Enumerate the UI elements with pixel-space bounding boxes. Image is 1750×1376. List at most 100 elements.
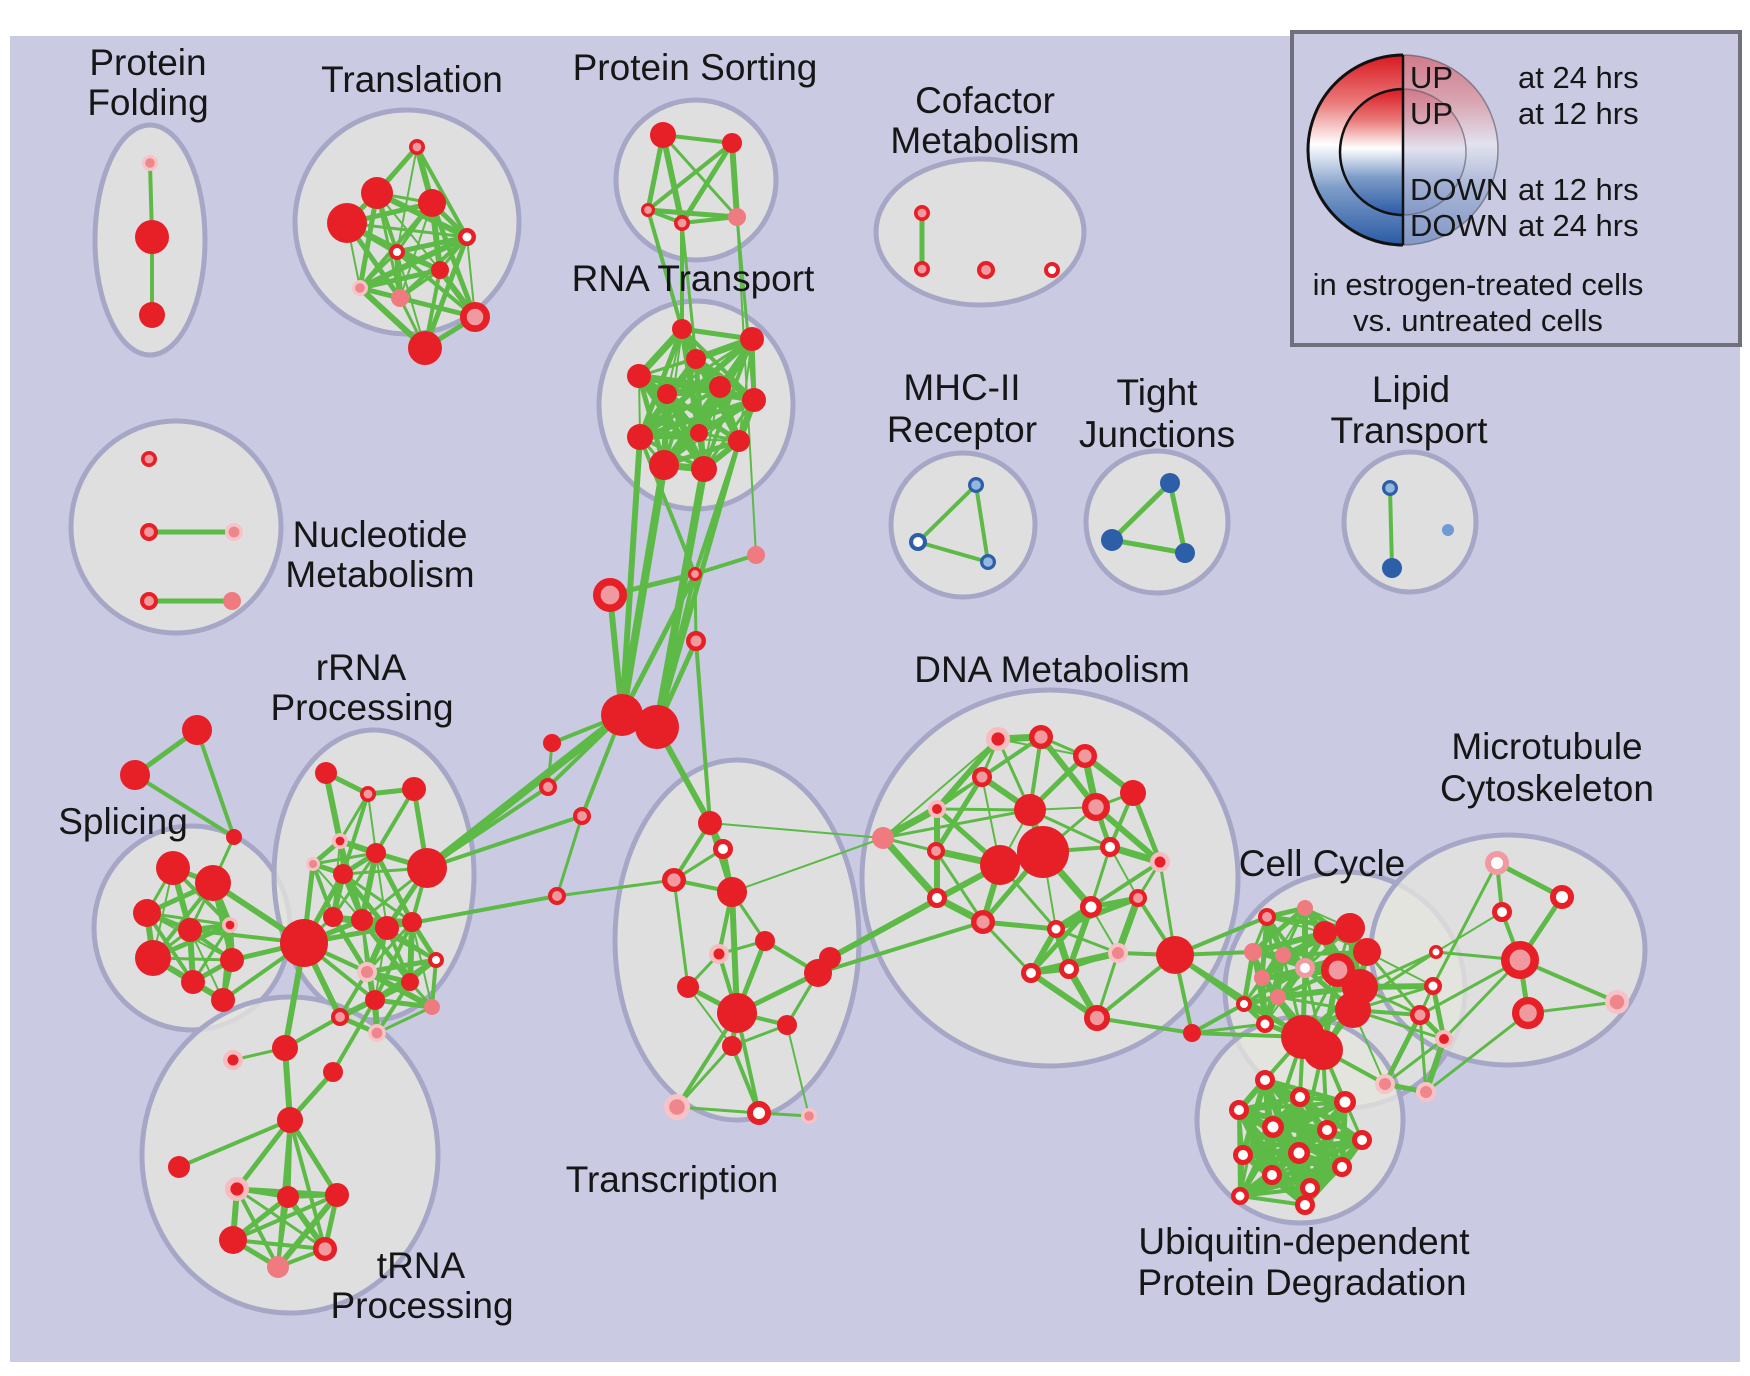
edge	[980, 919, 1059, 932]
gene-node-RW	[428, 952, 444, 968]
gene-node-PP	[800, 1107, 817, 1124]
edge	[693, 553, 758, 576]
gene-node-PR	[222, 916, 239, 933]
edge	[693, 572, 698, 643]
edge	[1095, 1016, 1194, 1035]
edge	[423, 711, 626, 872]
gene-node-BW	[909, 533, 928, 552]
cluster-mhc-ii-receptor	[888, 450, 1038, 600]
gene-node-RP	[1028, 725, 1053, 750]
gene-node-R	[375, 916, 399, 940]
gene-node-P	[1275, 947, 1291, 963]
gene-node-RP	[662, 868, 687, 893]
gene-node-R	[272, 1035, 298, 1061]
gene-node-R	[120, 760, 150, 790]
edge	[618, 461, 668, 719]
gene-node-R	[672, 319, 692, 339]
gene-node-RP	[1072, 744, 1097, 769]
edge	[330, 914, 370, 975]
edge	[302, 894, 559, 945]
edge	[660, 132, 685, 226]
gene-node-RP	[688, 567, 703, 582]
edge	[373, 920, 414, 1002]
edge	[709, 822, 884, 839]
gene-node-R	[402, 912, 422, 932]
gene-node-R	[277, 1107, 303, 1133]
gene-node-P	[728, 208, 746, 226]
gene-node-RP	[686, 631, 706, 651]
edge	[675, 1105, 761, 1115]
gene-node-P	[1244, 943, 1262, 961]
gene-node-RW	[1047, 920, 1065, 938]
gene-node-R	[220, 948, 244, 972]
gene-node-R	[401, 973, 419, 991]
gene-node-R	[325, 1183, 349, 1207]
gene-node-RW	[927, 888, 947, 908]
cluster-transcription	[612, 757, 862, 1123]
legend-outer-left-arc	[1306, 53, 1404, 247]
gene-node-RP	[1320, 953, 1355, 988]
gene-node-RP	[641, 202, 656, 217]
edge	[1418, 958, 1522, 1017]
edge	[1430, 983, 1447, 1042]
gene-node-R	[691, 456, 717, 482]
gene-node-B	[1160, 473, 1180, 493]
gene-node-RW	[1262, 1165, 1282, 1185]
gene-node-RW	[1231, 1187, 1249, 1205]
gene-node-R	[777, 1015, 797, 1035]
label-transport: Transport	[1331, 410, 1489, 451]
gene-node-RW	[1256, 1015, 1274, 1033]
gene-node-R	[728, 430, 750, 452]
gene-node-B	[1101, 529, 1123, 551]
gene-node-P	[267, 1256, 289, 1278]
edge	[974, 483, 990, 564]
label-metabolism: Metabolism	[890, 120, 1079, 161]
edge	[916, 540, 990, 564]
legend-down24-dir: DOWN	[1410, 208, 1508, 243]
edge	[1388, 486, 1394, 570]
label-ubiquitin-dependent: Ubiquitin-dependent	[1138, 1221, 1470, 1262]
legend-inner-left-arc	[1338, 87, 1404, 217]
gene-node-R	[315, 762, 337, 784]
gene-node-R	[686, 349, 706, 369]
cluster-tight-junctions	[1083, 448, 1231, 596]
label-processing: Processing	[270, 687, 453, 728]
edge	[786, 1024, 810, 1117]
label-cytoskeleton: Cytoskeleton	[1440, 768, 1654, 809]
legend-down24-time: at 24 hrs	[1518, 208, 1639, 243]
edge	[373, 850, 415, 925]
edge	[234, 1117, 293, 1192]
edge	[357, 190, 380, 291]
gene-node-R	[351, 909, 373, 931]
edge	[374, 927, 388, 1001]
gene-node-P	[223, 592, 241, 610]
gene-node-RW	[1233, 1145, 1253, 1165]
label-rna-transport: RNA Transport	[572, 258, 815, 299]
edge	[375, 852, 388, 929]
gene-node-R	[133, 899, 161, 927]
gene-node-RW	[389, 244, 405, 260]
edge	[638, 385, 722, 439]
gene-node-R	[333, 864, 353, 884]
gene-node-RW	[1332, 1157, 1352, 1177]
gene-node-RW	[1044, 262, 1060, 278]
edge	[341, 872, 414, 924]
edge	[661, 133, 739, 219]
gene-node-PP	[306, 857, 320, 871]
label-tight: Tight	[1117, 372, 1199, 413]
edge	[619, 434, 643, 718]
gene-node-PP	[225, 522, 244, 541]
gene-node-R	[717, 993, 757, 1033]
edge	[407, 919, 415, 985]
legend-caption-line2: vs. untreated cells	[1353, 303, 1603, 338]
edge	[882, 738, 999, 839]
label-receptor: Receptor	[887, 409, 1037, 450]
gene-node-RW	[1295, 1195, 1315, 1215]
gene-node-PP	[367, 1024, 386, 1043]
edge	[1167, 480, 1188, 556]
edge	[375, 1005, 434, 1035]
gene-node-R	[181, 970, 205, 994]
edge	[1424, 1011, 1530, 1094]
edge	[288, 1118, 327, 1251]
